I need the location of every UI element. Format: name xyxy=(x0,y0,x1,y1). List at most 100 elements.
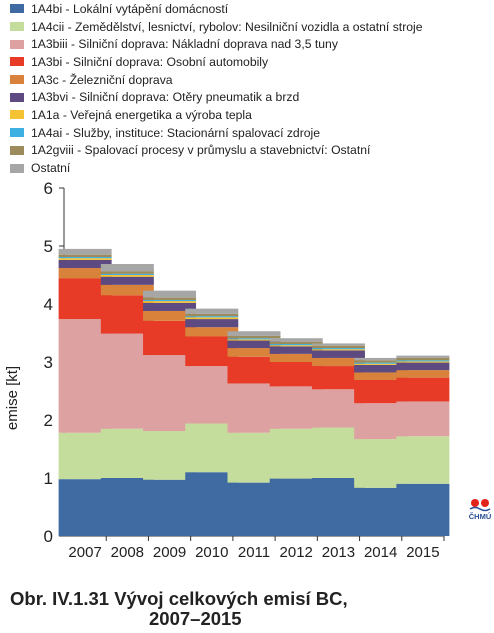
caption-line-2: 2007–2015 xyxy=(149,608,242,629)
bar-segment xyxy=(143,301,197,303)
legend-label: 1A2gviii - Spalovací procesy v průmyslu … xyxy=(31,143,371,158)
bar-segment xyxy=(100,263,154,272)
logo-wave xyxy=(469,506,491,512)
bar-segment xyxy=(311,349,365,351)
bar-segment xyxy=(396,436,450,484)
bar-segment xyxy=(58,248,112,255)
bar-segment xyxy=(143,302,197,311)
bar-segment xyxy=(100,271,154,274)
logo-text: ČHMÚ xyxy=(469,512,492,521)
bar-segment xyxy=(227,340,281,349)
logo-red-dot-2 xyxy=(481,499,489,507)
x-tick-label: 2014 xyxy=(364,544,397,561)
bar-segment xyxy=(227,331,281,336)
x-tick-label: 2011 xyxy=(238,544,270,561)
bar-segment xyxy=(143,310,197,321)
bar-segment xyxy=(143,299,197,302)
y-tick-label: 1 xyxy=(44,469,53,488)
legend-label: Ostatní xyxy=(31,161,71,176)
bar-segment xyxy=(396,362,450,371)
bar-chart: 0 1 2 3 4 5 6 2007 2008 2009 2010 2011 2012 2013 2014 2… xyxy=(4,179,450,561)
y-tick-label: 3 xyxy=(44,353,53,372)
legend-item: 1A1a - Veřejná energetika a výroba tepla xyxy=(10,106,494,124)
bar-segment xyxy=(185,327,239,337)
legend-item: 1A4bi - Lokální vytápění domácností xyxy=(10,0,494,18)
legend-label: 1A3biii - Silniční doprava: Nákladní dop… xyxy=(31,37,338,52)
x-tick-label: 2007 xyxy=(68,544,101,561)
bar-segment xyxy=(269,346,323,354)
legend-label: 1A3bvi - Silniční doprava: Otěry pneumat… xyxy=(31,90,300,105)
legend-swatch xyxy=(10,163,24,173)
legend-swatch xyxy=(10,39,24,49)
legend-label: 1A3bi - Silniční doprava: Osobní automob… xyxy=(31,54,269,69)
bar-segment xyxy=(311,366,365,390)
legend-label: 1A4cii - Zemědělství, lesnictví, rybolov… xyxy=(31,19,423,34)
legend: 1A4bi - Lokální vytápění domácností 1A4ci… xyxy=(10,0,494,177)
bar-segment xyxy=(354,360,408,363)
bar-segment xyxy=(100,275,154,277)
x-tick-label: 2013 xyxy=(322,544,355,561)
bar-segment xyxy=(354,363,408,365)
bar-segment xyxy=(143,297,197,300)
bar-segment xyxy=(354,379,408,404)
y-tick-label: 2 xyxy=(44,411,53,430)
bar-segment xyxy=(311,350,365,358)
bar-segment xyxy=(396,370,450,378)
legend-item: 1A4ai - Služby, instituce: Stacionární s… xyxy=(10,124,494,142)
x-tick-label: 2008 xyxy=(111,544,144,561)
bar-segment xyxy=(185,319,239,328)
bar-segment xyxy=(354,372,408,380)
bar-segment xyxy=(354,362,408,364)
bar-segment xyxy=(58,258,112,260)
bar-segment xyxy=(269,345,323,347)
legend-label: 1A4bi - Lokální vytápění domácností xyxy=(31,1,229,16)
bar-segment xyxy=(143,290,197,298)
bar-segment xyxy=(227,338,281,340)
bar-segment xyxy=(396,377,450,402)
legend-label: 1A4ai - Služby, instituce: Stacionární s… xyxy=(31,125,321,140)
legend-item: Ostatní xyxy=(10,159,494,177)
y-tick-label: 5 xyxy=(44,237,53,256)
bar-segment xyxy=(396,401,450,437)
x-tick-label: 2009 xyxy=(153,544,186,561)
bar-segment xyxy=(227,339,281,341)
bar-segment xyxy=(269,341,323,345)
bar-segment xyxy=(269,338,323,342)
bar-segment xyxy=(269,344,323,346)
legend-label: 1A3c - Železniční doprava xyxy=(31,72,173,87)
logo-red-dot xyxy=(471,499,479,507)
bar-segment xyxy=(311,345,365,349)
caption-line-1: Obr. IV.1.31 Vývoj celkových emisí BC, xyxy=(10,588,348,609)
legend-label: 1A1a - Veřejná energetika a výroba tepla xyxy=(31,107,252,122)
bar-segment xyxy=(185,308,239,314)
figure-caption: Obr. IV.1.31 Vývoj celkových emisí BC, 2… xyxy=(10,589,348,629)
bar-segment xyxy=(396,360,450,362)
bar-segment xyxy=(227,348,281,357)
bar-segment xyxy=(58,254,112,258)
bar-segment xyxy=(354,364,408,373)
legend-item: 1A3bvi - Silniční doprava: Otěry pneumat… xyxy=(10,88,494,106)
legend-item: 1A4cii - Zemědělství, lesnictví, rybolov… xyxy=(10,18,494,36)
legend-item: 1A3bi - Silniční doprava: Osobní automob… xyxy=(10,53,494,71)
legend-swatch xyxy=(10,75,24,85)
bar-segment xyxy=(311,348,365,350)
legend-swatch xyxy=(10,57,24,67)
legend-swatch xyxy=(10,110,24,120)
x-tick-label: 2012 xyxy=(280,544,313,561)
bar-segment xyxy=(354,357,408,361)
bar-segment xyxy=(396,357,450,361)
legend-swatch xyxy=(10,22,24,32)
bar-segment xyxy=(227,335,281,339)
x-tick-label: 2010 xyxy=(195,544,228,561)
bar-segment xyxy=(58,268,112,279)
bar-segment xyxy=(100,276,154,285)
bar-segment xyxy=(100,273,154,275)
bar-segment xyxy=(311,343,365,346)
y-axis-label: emise [kt] xyxy=(4,366,21,430)
legend-item: 1A3biii - Silniční doprava: Nákladní dop… xyxy=(10,35,494,53)
bar-segment xyxy=(396,361,450,363)
chmu-logo: ČHMÚ xyxy=(466,497,494,521)
bar-segment xyxy=(185,316,239,318)
bar-segment xyxy=(185,313,239,317)
legend-swatch xyxy=(10,4,24,14)
